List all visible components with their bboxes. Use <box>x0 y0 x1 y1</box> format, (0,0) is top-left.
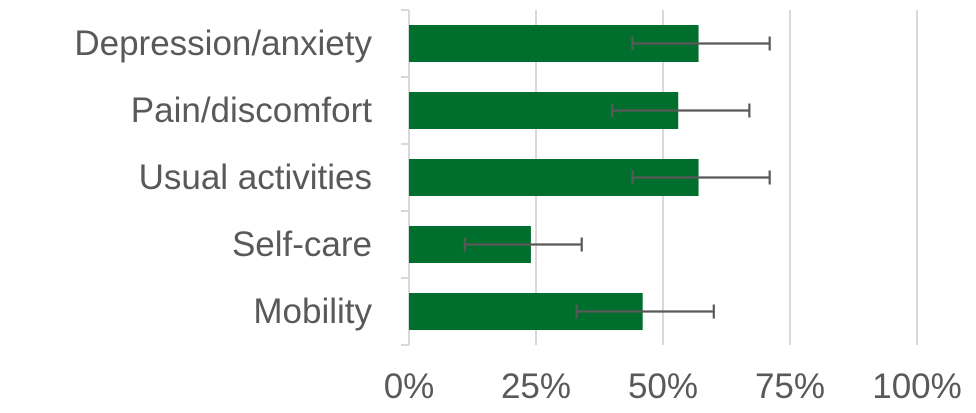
error-bar-3 <box>463 237 583 252</box>
error-bar-2 <box>631 170 771 185</box>
category-label-3: Self-care <box>232 225 372 264</box>
category-label-4: Mobility <box>253 292 372 331</box>
error-bars <box>463 36 771 319</box>
category-label-0: Depression/anxiety <box>74 24 372 63</box>
category-labels: Depression/anxiety Pain/discomfort Usual a… <box>74 24 372 331</box>
error-bar-4 <box>575 304 715 319</box>
error-bar-0 <box>631 36 771 51</box>
x-tick-label-3: 75% <box>755 367 825 406</box>
x-tick-labels: 0% 25% 50% 75% 100% <box>384 367 962 406</box>
category-label-2: Usual activities <box>139 158 372 197</box>
x-tick-label-2: 50% <box>628 367 698 406</box>
category-label-1: Pain/discomfort <box>131 91 372 130</box>
error-bar-1 <box>611 103 751 118</box>
x-tick-label-1: 25% <box>501 367 571 406</box>
category-axis <box>401 9 410 346</box>
x-tick-label-0: 0% <box>384 367 435 406</box>
x-tick-label-4: 100% <box>872 367 962 406</box>
